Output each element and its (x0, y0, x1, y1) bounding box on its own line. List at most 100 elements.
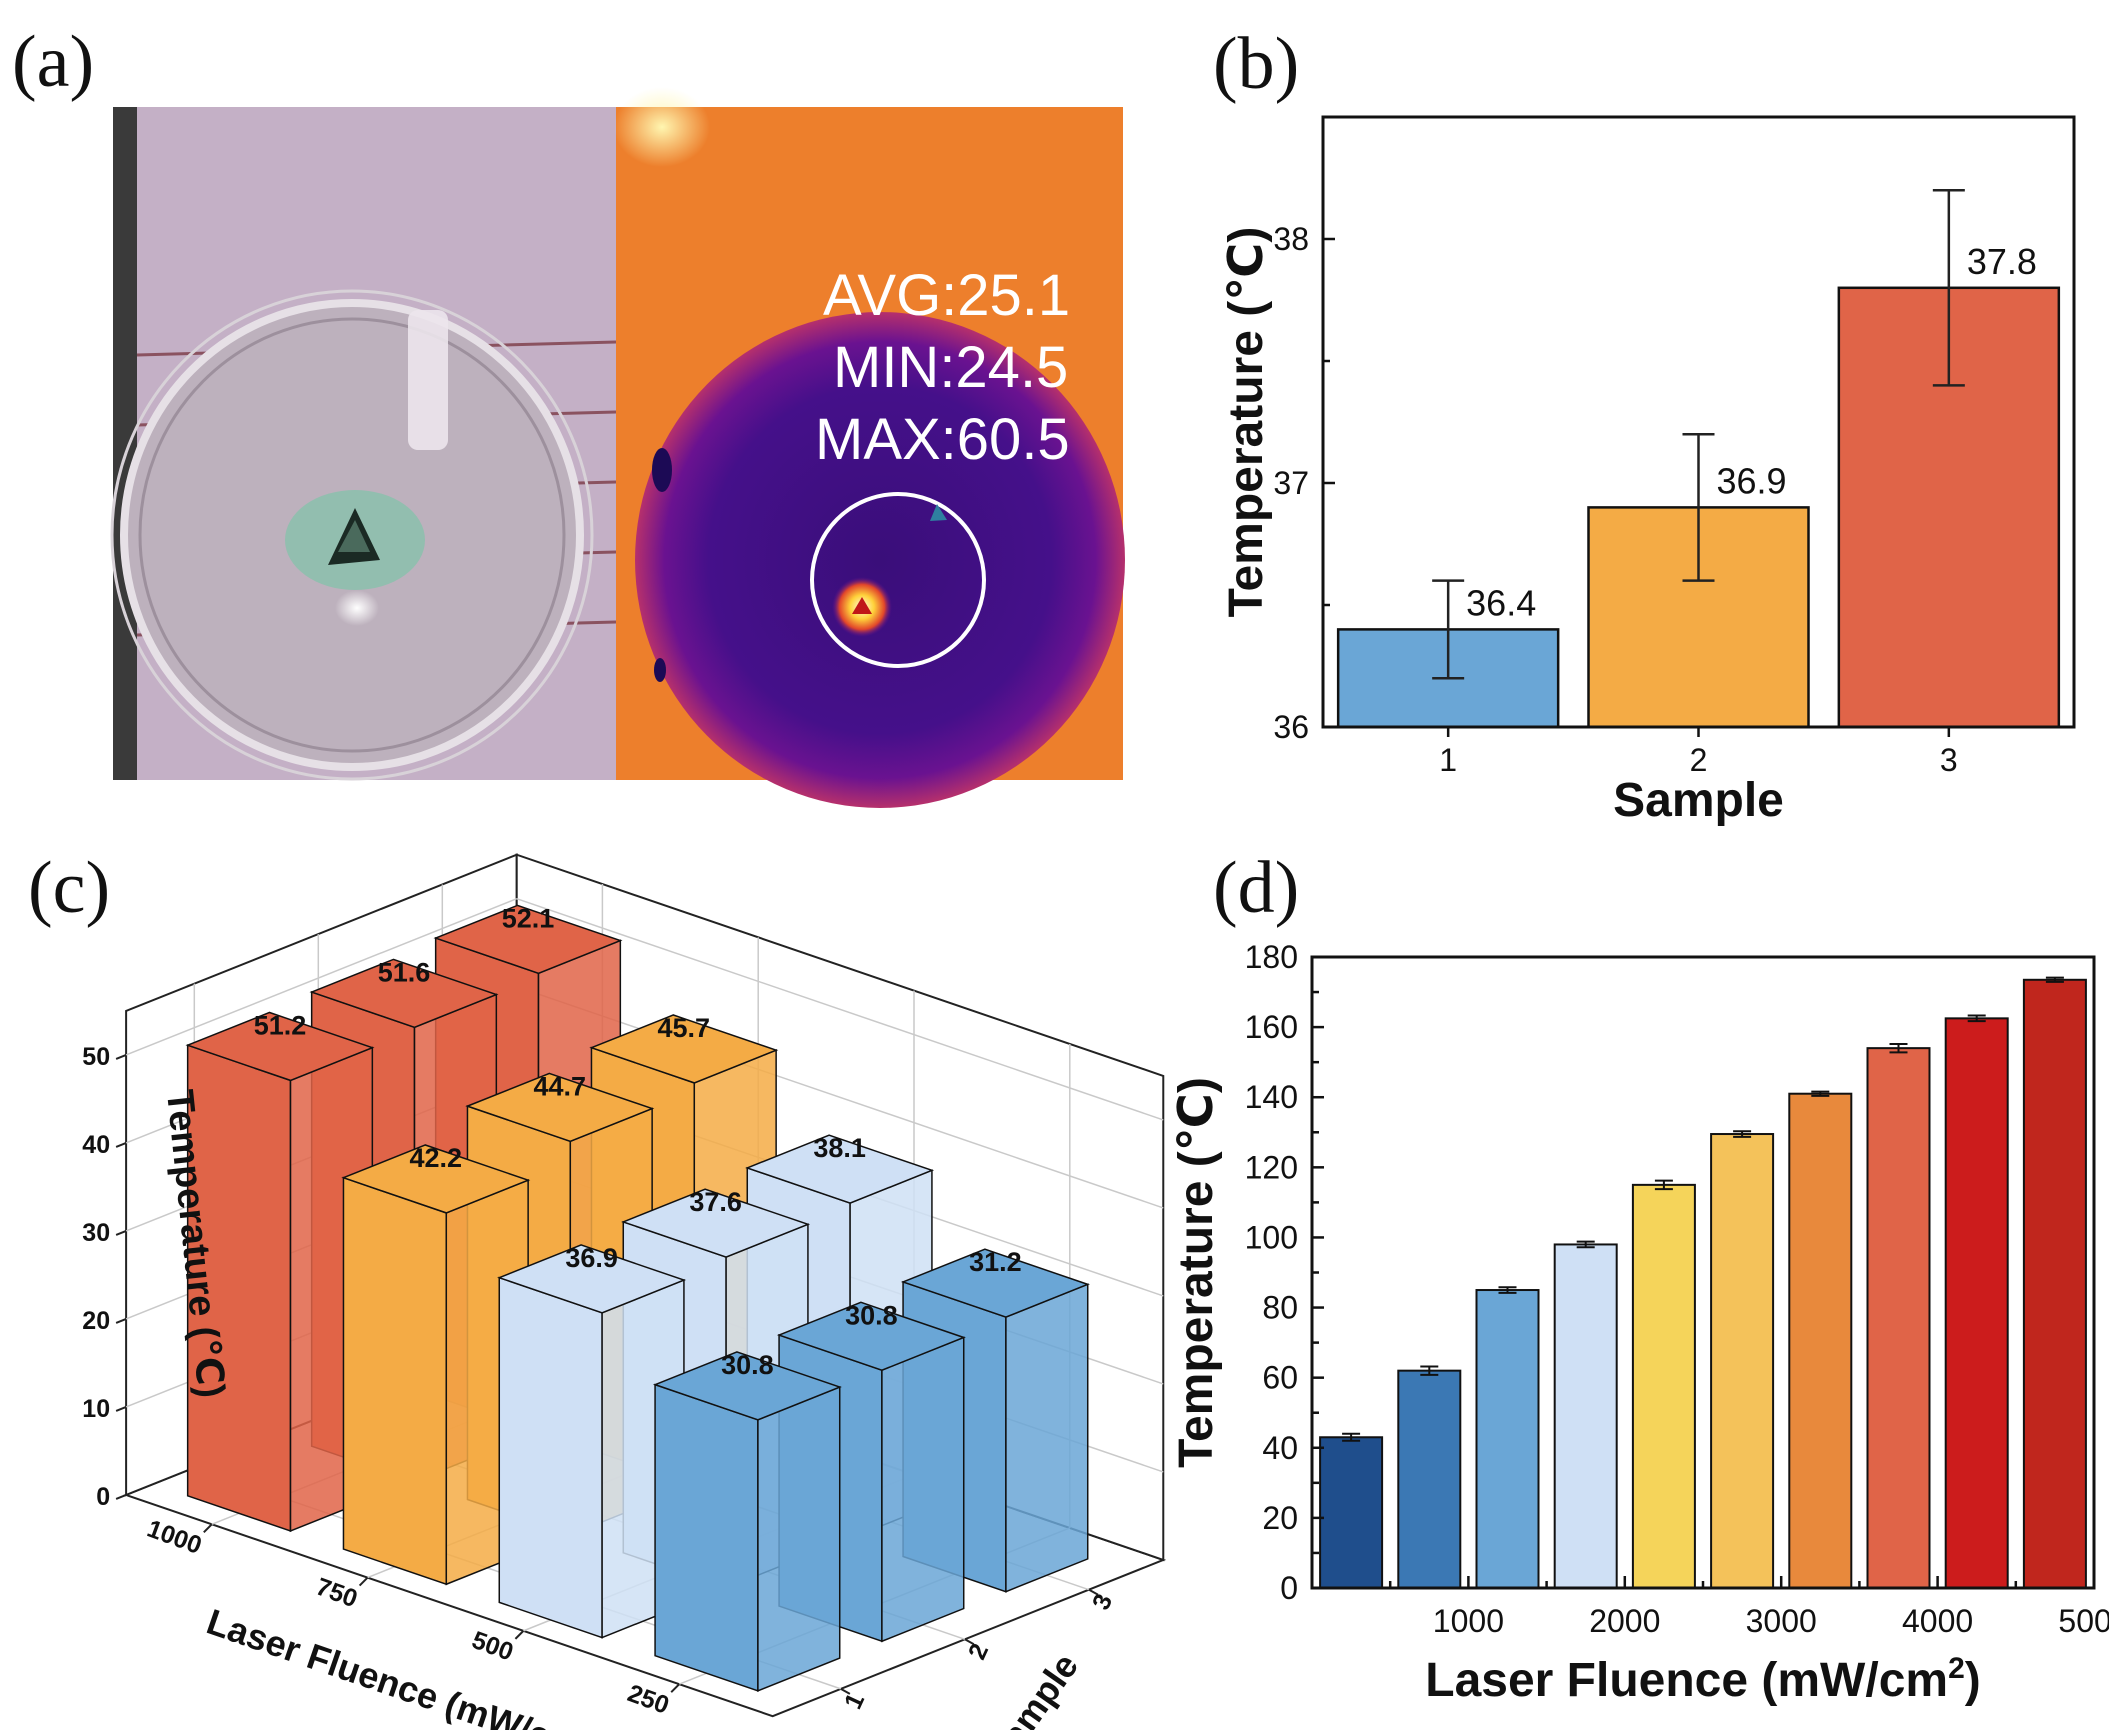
panel-b-letter: (b) (1213, 23, 1299, 105)
bar-face-front (654, 1383, 759, 1692)
z-tick-mark (115, 1230, 127, 1236)
x-tick-mark (203, 1523, 213, 1533)
y-axis-title: Temperature (℃) (1170, 1077, 1223, 1468)
y-tick-label: 120 (1245, 1149, 1298, 1185)
bar (1475, 1289, 1540, 1590)
z-tick-label: 30 (82, 1219, 110, 1247)
y-axis-title: Sample (979, 1646, 1086, 1730)
x-tick-mark (358, 1576, 369, 1587)
thermal-image: AVG:25.1 MIN:24.5 MAX:60.5 (614, 87, 1125, 808)
bar (1631, 1183, 1696, 1589)
bar-face-side (1005, 1283, 1089, 1593)
z-tick-label: 40 (82, 1131, 110, 1159)
y-tick-mark (1088, 1588, 1099, 1596)
panel-c: (c) 0 10 20 30 40 50 52.1 45.7 38.1 31.2 51.6 44.7 3… (28, 847, 1167, 1730)
plot-frame (1310, 955, 2096, 1590)
data-label: 31.2 (969, 1247, 1022, 1277)
panel-b: (b) 36.4 1 36.9 2 37.8 3 36 37 38 Sample Temperatu… (1213, 23, 2076, 827)
y-tick-label: 0 (1280, 1570, 1298, 1606)
data-label: 37.8 (1967, 241, 2037, 282)
x-tick-label: 1000 (1433, 1603, 1504, 1639)
thermal-min-readout: MIN:24.5 (833, 335, 1068, 400)
z-tick-mark (115, 1318, 127, 1324)
x-tick-label: 250 (624, 1679, 673, 1720)
z-tick-label: 10 (82, 1395, 110, 1423)
y-tick-label: 37 (1273, 465, 1309, 501)
bar-face-side (881, 1336, 965, 1643)
wall-gridline (516, 898, 1164, 1121)
z-tick-label: 0 (96, 1483, 110, 1511)
y-tick-label: 36 (1273, 709, 1309, 745)
y-tick-label: 2 (963, 1639, 994, 1663)
data-label: 52.1 (502, 903, 555, 933)
x-tick-label: 2 (1690, 742, 1708, 778)
bar-face-top (341, 1144, 531, 1214)
thermal-avg-readout: AVG:25.1 (823, 263, 1070, 328)
bar-face-top (465, 1072, 655, 1143)
chart-c: 0 10 20 30 40 50 52.1 45.7 38.1 31.2 51.6 44.7 37.6 3… (82, 853, 1167, 1730)
bar-face-top (589, 1014, 779, 1084)
data-label: 36.4 (1466, 582, 1536, 623)
x-tick-label: 750 (312, 1573, 361, 1614)
bar (1866, 1047, 1931, 1589)
data-label: 37.6 (689, 1187, 742, 1217)
bar (1788, 1092, 1853, 1589)
y-tick-label: 1 (839, 1689, 870, 1714)
y-tick-label: 180 (1245, 939, 1298, 975)
y-tick-label: 60 (1262, 1360, 1298, 1396)
bar-face-top (497, 1244, 687, 1314)
panel-d: (d) 100020003000400050000204060801001201… (1170, 847, 2109, 1707)
bar (1553, 1243, 1618, 1589)
z-tick-mark (115, 1406, 127, 1412)
data-label: 38.1 (813, 1133, 866, 1163)
x-axis-title: Laser Fluence (mW/cm2) (1425, 1652, 1981, 1707)
y-axis-title: Temperature (℃) (1220, 227, 1273, 618)
y-tick-label: 40 (1262, 1430, 1298, 1466)
data-label: 51.2 (254, 1010, 307, 1040)
bar-face-top (776, 1301, 966, 1372)
x-tick-label: 3 (1940, 742, 1958, 778)
x-tick-mark (670, 1683, 680, 1693)
y-tick-mark (840, 1688, 851, 1695)
bar-face-front (342, 1176, 448, 1586)
bar (2022, 978, 2087, 1589)
data-label: 30.8 (721, 1350, 774, 1380)
x-tick-label: 1000 (143, 1515, 205, 1560)
data-label: 36.9 (1717, 460, 1787, 501)
bar-3d: 30.8 (652, 1350, 842, 1692)
bar (1710, 1133, 1775, 1589)
x-tick-label: 500 (468, 1626, 517, 1667)
bar-face-front (498, 1276, 603, 1639)
y-tick-label: 100 (1245, 1219, 1298, 1255)
y-tick-label: 3 (1087, 1590, 1118, 1614)
bar (1397, 1369, 1462, 1589)
x-tick-label: 1 (1439, 742, 1457, 778)
bar-face-top (621, 1188, 811, 1258)
z-tick-mark (115, 1054, 127, 1060)
y-tick-label: 38 (1273, 221, 1309, 257)
data-label: 45.7 (658, 1013, 711, 1043)
panel-c-letter: (c) (28, 847, 110, 929)
y-tick-mark (964, 1638, 975, 1646)
wall-gridline (516, 986, 1164, 1209)
data-label: 42.2 (410, 1143, 463, 1173)
thermal-max-readout: MAX:60.5 (815, 407, 1070, 472)
panel-d-letter: (d) (1213, 847, 1299, 929)
x-tick-label: 4000 (1902, 1603, 1973, 1639)
y-tick-label: 80 (1262, 1290, 1298, 1326)
y-tick-label: 160 (1245, 1009, 1298, 1045)
z-tick-mark (115, 1142, 127, 1148)
wall-gridline (125, 898, 517, 1056)
z-tick-mark (115, 1494, 127, 1500)
bar-face-top (309, 958, 499, 1029)
y-tick-label: 20 (1262, 1500, 1298, 1536)
data-label: 30.8 (845, 1300, 898, 1330)
bar-face-top (433, 904, 623, 975)
panel-a-letter: (a) (12, 21, 94, 103)
plot-frame (1321, 115, 2076, 729)
bar-face-top (900, 1248, 1090, 1318)
bar-face-top (745, 1134, 935, 1204)
x-tick-label: 3000 (1746, 1603, 1817, 1639)
bar (1319, 1436, 1384, 1589)
x-axis-title: Sample (1613, 774, 1784, 827)
